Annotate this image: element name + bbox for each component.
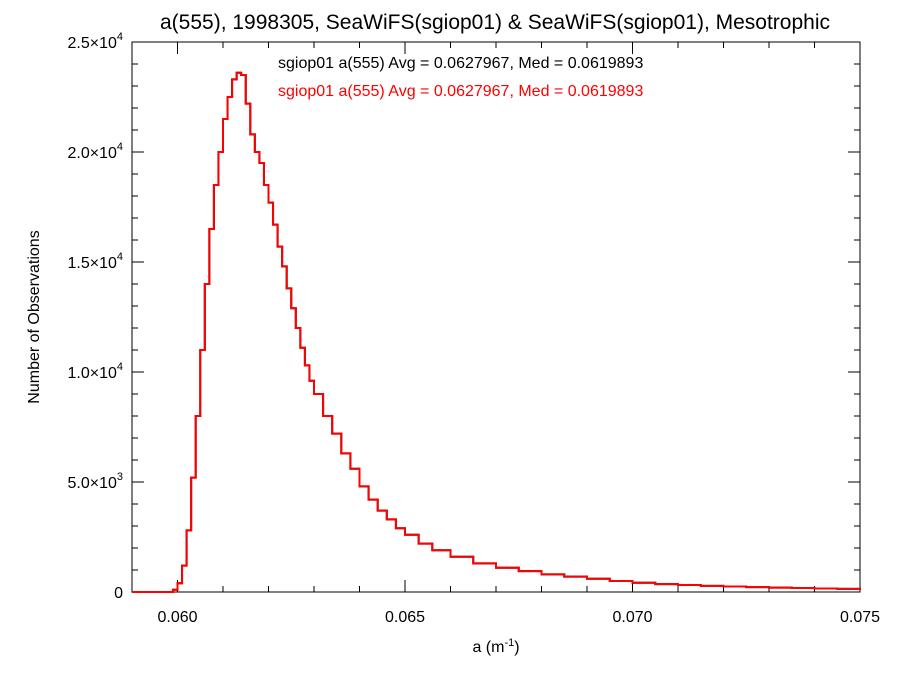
x-tick-label: 0.065 (385, 609, 425, 626)
y-tick-label-exponent: 3 (117, 471, 123, 483)
y-tick-label-mantissa: 1.5×10 (67, 255, 116, 272)
annotation-red: sgiop01 a(555) Avg = 0.0627967, Med = 0.… (278, 83, 643, 100)
y-tick-label-exponent: 4 (117, 141, 123, 153)
y-tick-label: 1.5×104 (67, 251, 123, 272)
x-axis-ticks: 0.060 0.065 0.070 0.075 (131, 42, 880, 626)
y-axis-label: Number of Observations (26, 230, 43, 403)
y-tick-label: 2.5×104 (67, 31, 123, 52)
y-tick-label: 1.0×104 (67, 361, 123, 382)
y-tick-label-mantissa: 2.0×10 (67, 145, 116, 162)
y-tick-label-mantissa: 2.5×10 (67, 35, 116, 52)
x-axis-label-main: a (m (472, 639, 504, 656)
y-tick-label: 2.0×104 (67, 141, 123, 162)
x-tick-label: 0.060 (157, 609, 197, 626)
y-tick-label: 5.0×103 (67, 471, 123, 492)
y-tick-label-exponent: 4 (117, 251, 123, 263)
x-axis-label-close: ) (514, 639, 519, 656)
y-tick-label-exponent: 4 (117, 31, 123, 43)
x-axis-label: a (m-1) (472, 637, 519, 656)
x-axis-label-superscript: -1 (504, 637, 514, 649)
series-red-line (132, 71, 861, 593)
y-tick-label: 0 (114, 585, 123, 602)
annotation-black: sgiop01 a(555) Avg = 0.0627967, Med = 0.… (278, 55, 643, 72)
x-tick-label: 0.070 (612, 609, 652, 626)
series-black-line (132, 71, 861, 593)
x-tick-label: 0.075 (840, 609, 880, 626)
y-tick-label-mantissa: 5.0×10 (67, 475, 116, 492)
series-layer (132, 71, 861, 593)
y-tick-label-mantissa: 1.0×10 (67, 365, 116, 382)
y-tick-label-exponent: 4 (117, 361, 123, 373)
y-tick-label-mantissa: 0 (114, 585, 123, 602)
plot-frame (131, 41, 861, 593)
chart-title: a(555), 1998305, SeaWiFS(sgiop01) & SeaW… (160, 11, 830, 34)
